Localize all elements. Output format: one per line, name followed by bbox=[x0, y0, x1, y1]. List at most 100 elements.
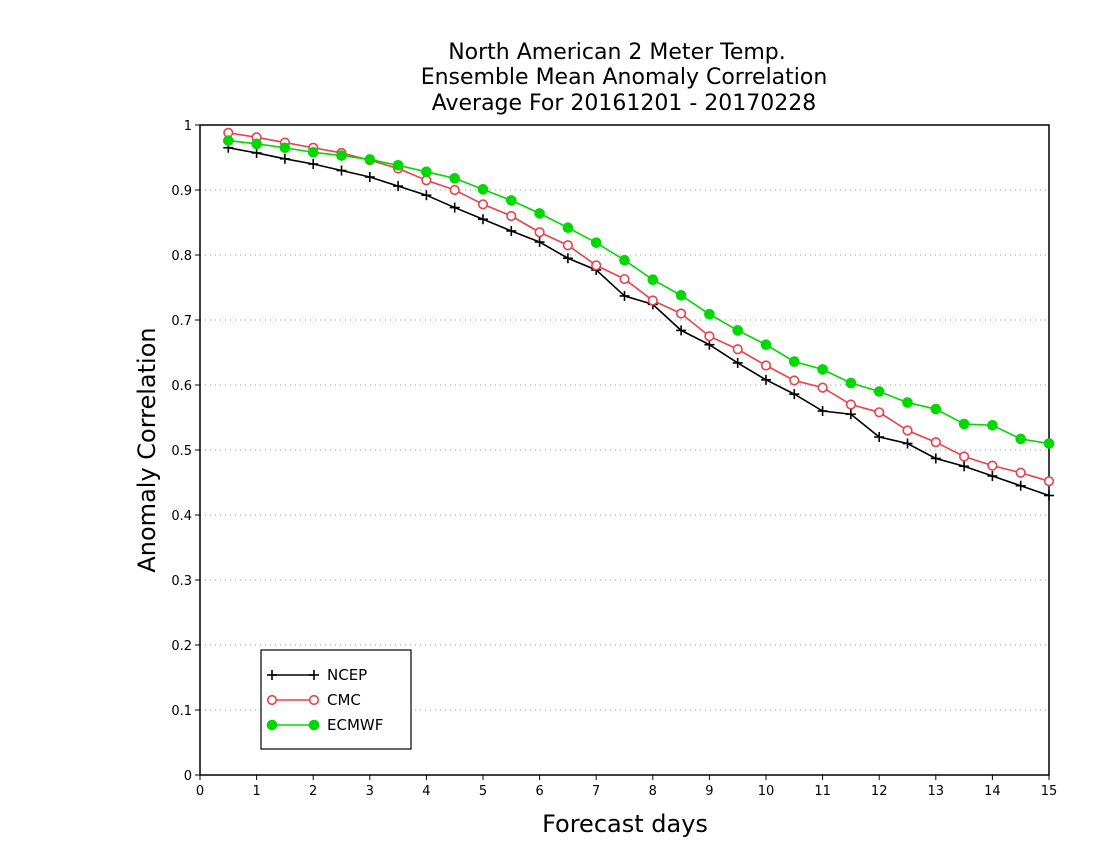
data-point-ecmwf bbox=[336, 150, 347, 161]
data-point-ecmwf bbox=[534, 208, 545, 219]
legend-marker-end-ecmwf bbox=[308, 719, 320, 731]
data-point-ncep bbox=[959, 461, 970, 472]
data-point-ecmwf bbox=[279, 142, 291, 154]
chart-title-line-1: North American 2 Meter Temp. bbox=[448, 40, 786, 65]
x-tick-label: 8 bbox=[649, 784, 657, 799]
data-point-cmc bbox=[902, 425, 913, 436]
data-point-cmc bbox=[506, 210, 517, 222]
data-point-ecmwf bbox=[647, 274, 659, 286]
data-point-ecmwf bbox=[421, 166, 432, 178]
data-point-ecmwf bbox=[817, 364, 828, 375]
data-point-ecmwf bbox=[562, 222, 574, 233]
data-point-cmc bbox=[732, 344, 743, 355]
data-point-ncep bbox=[393, 181, 404, 192]
legend: NCEP CMC ECMWF bbox=[260, 649, 412, 750]
data-point-ncep bbox=[987, 471, 998, 481]
data-point-ecmwf bbox=[704, 308, 715, 320]
legend-item-ncep: NCEP bbox=[267, 666, 367, 684]
data-point-cmc bbox=[987, 460, 998, 471]
data-point-cmc bbox=[845, 399, 857, 410]
data-point-ncep bbox=[449, 202, 460, 213]
data-point-ncep bbox=[421, 190, 432, 201]
data-point-cmc bbox=[704, 331, 715, 342]
x-tick-label: 11 bbox=[814, 784, 831, 799]
y-tick-label: 0.4 bbox=[171, 509, 192, 524]
data-point-ncep bbox=[761, 374, 771, 385]
data-point-ecmwf bbox=[364, 154, 376, 165]
data-point-ecmwf bbox=[392, 160, 404, 171]
data-point-ecmwf bbox=[732, 325, 744, 336]
series-line-cmc bbox=[228, 132, 1050, 482]
y-axis-label: Anomaly Correlation bbox=[133, 327, 161, 572]
x-tick-label: 9 bbox=[705, 784, 713, 799]
chart-title-line-2: Ensemble Mean Anomaly Correlation bbox=[421, 65, 828, 90]
x-tick-label: 4 bbox=[422, 784, 430, 799]
x-tick-label: 1 bbox=[252, 784, 260, 799]
data-point-ncep bbox=[930, 453, 941, 464]
x-tick-label: 7 bbox=[592, 784, 600, 799]
data-point-cmc bbox=[930, 437, 941, 448]
legend-label-ncep: NCEP bbox=[327, 666, 367, 684]
data-point-ecmwf bbox=[675, 290, 687, 301]
data-point-ecmwf bbox=[1043, 438, 1055, 449]
data-point-cmc bbox=[421, 175, 432, 186]
series-cmc bbox=[223, 127, 1055, 487]
x-axis-label: Forecast days bbox=[542, 810, 708, 838]
data-point-ncep bbox=[506, 225, 517, 236]
legend-marker-end-cmc bbox=[308, 694, 320, 706]
data-point-ncep bbox=[1015, 480, 1026, 491]
series bbox=[223, 127, 1055, 501]
data-point-cmc bbox=[958, 451, 970, 462]
data-point-ncep bbox=[704, 339, 715, 350]
series-line-ncep bbox=[228, 146, 1050, 497]
legend-marker-start-ecmwf bbox=[266, 719, 278, 731]
data-point-cmc bbox=[789, 375, 800, 386]
data-point-ncep bbox=[1044, 490, 1054, 501]
x-tick-label: 0 bbox=[196, 784, 204, 799]
x-tick-label: 5 bbox=[479, 784, 487, 799]
y-tick-label: 0.6 bbox=[171, 379, 192, 394]
data-point-ecmwf bbox=[958, 418, 970, 430]
legend-item-ecmwf: ECMWF bbox=[266, 716, 383, 734]
x-tick-label: 14 bbox=[984, 784, 1001, 799]
data-point-ncep bbox=[534, 237, 545, 247]
data-point-ncep bbox=[845, 409, 856, 420]
data-point-ecmwf bbox=[449, 173, 461, 184]
x-tick-label: 6 bbox=[535, 784, 543, 799]
data-point-ecmwf bbox=[1015, 433, 1027, 445]
data-point-cmc bbox=[874, 407, 885, 418]
data-point-ncep bbox=[817, 406, 828, 416]
data-point-ncep bbox=[251, 147, 262, 158]
data-point-ecmwf bbox=[619, 254, 630, 266]
data-point-ecmwf bbox=[930, 403, 942, 415]
data-point-cmc bbox=[449, 184, 460, 196]
data-point-ecmwf bbox=[590, 237, 602, 248]
axis-ticks: 00.10.20.30.40.50.60.70.80.910 1 2 3 4 5 6 7 8 9 1… bbox=[171, 119, 1057, 799]
y-tick-label: 0.3 bbox=[171, 574, 192, 589]
legend-label-ecmwf: ECMWF bbox=[327, 716, 383, 734]
data-point-cmc bbox=[1043, 476, 1055, 487]
data-point-cmc bbox=[1015, 467, 1026, 478]
y-tick-label: 1 bbox=[184, 119, 192, 134]
data-point-ncep bbox=[902, 438, 913, 449]
series-ncep bbox=[223, 142, 1054, 501]
x-tick-label: 3 bbox=[366, 784, 374, 799]
legend-marker-start-ncep bbox=[267, 670, 277, 680]
data-point-cmc bbox=[562, 240, 574, 251]
data-point-cmc bbox=[591, 260, 602, 271]
x-tick-label: 2 bbox=[309, 784, 317, 799]
data-point-ncep bbox=[676, 325, 687, 336]
data-point-ecmwf bbox=[789, 356, 800, 367]
data-point-cmc bbox=[534, 227, 545, 238]
data-point-ncep bbox=[732, 357, 743, 368]
legend-marker-end-ncep bbox=[309, 670, 319, 680]
y-tick-label: 0.2 bbox=[171, 639, 192, 654]
data-point-ecmwf bbox=[873, 386, 885, 397]
y-tick-label: 0.7 bbox=[171, 314, 192, 329]
data-point-ecmwf bbox=[506, 195, 517, 206]
data-point-ecmwf bbox=[760, 339, 772, 351]
y-tick-label: 0.1 bbox=[171, 704, 192, 719]
data-point-ncep bbox=[478, 214, 488, 225]
data-point-cmc bbox=[760, 360, 772, 371]
